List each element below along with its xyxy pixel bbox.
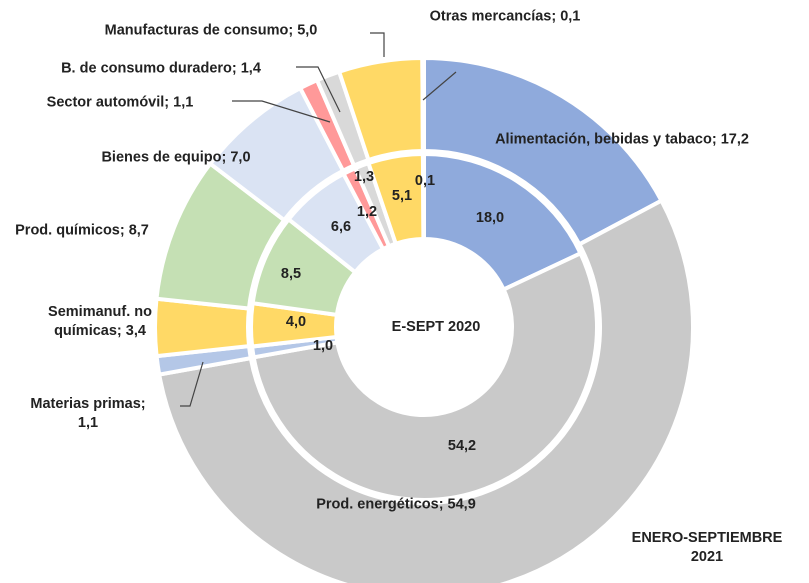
outer-label: Prod. energéticos; 54,9 (316, 496, 476, 513)
donut-segment (422, 151, 584, 293)
inner-label: 5,1 (392, 188, 412, 204)
leader-line (422, 71, 457, 101)
inner-label: 8,5 (281, 266, 301, 282)
leader-line (232, 100, 331, 123)
inner-label: 4,0 (286, 314, 306, 330)
outer-label: Otras mercancías; 0,1 (429, 8, 581, 25)
leader-line (296, 66, 341, 113)
donut-segment (251, 250, 599, 502)
outer-label: Alimentación, bebidas y tabaco; 17,2 (495, 131, 749, 148)
inner-label: 6,6 (331, 219, 351, 235)
outer-label: Manufacturas de consumo; 5,0 (104, 22, 318, 39)
outer-label: Bienes de equipo; 7,0 (101, 149, 251, 166)
outer-label: Semimanuf. no químicas; 3,4 (48, 304, 152, 339)
outer-label: Materias primas; 1,1 (30, 396, 146, 431)
inner-label: 18,0 (476, 210, 504, 226)
series-name: ENERO-SEPTIEMBRE 2021 (631, 530, 783, 565)
outer-label: B. de consumo duradero; 1,4 (61, 60, 261, 77)
donut-segment (156, 197, 695, 583)
inner-label: 1,0 (313, 338, 333, 354)
inner-label: 0,1 (415, 173, 435, 189)
leader-line (180, 361, 204, 407)
inner-label: 1,2 (357, 204, 377, 220)
donut-segment (420, 55, 426, 154)
inner-label: 1,3 (354, 169, 374, 185)
donut-segment (420, 151, 426, 242)
outer-label: Sector automóvil; 1,1 (46, 94, 194, 111)
outer-label: Prod. químicos; 8,7 (15, 222, 149, 239)
series-name: E-SEPT 2020 (392, 319, 481, 335)
inner-label: 54,2 (448, 438, 476, 454)
leader-line (370, 32, 385, 57)
